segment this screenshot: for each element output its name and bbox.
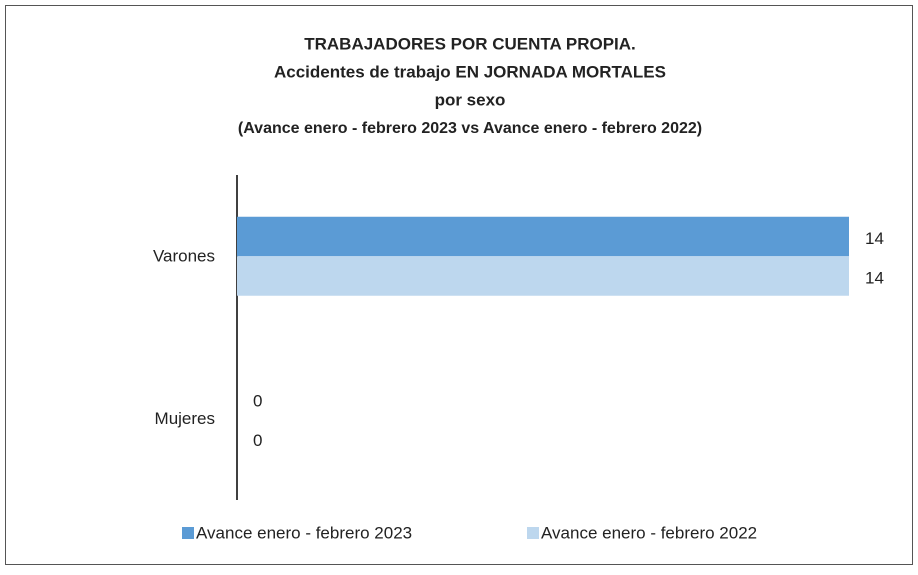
chart-title: por sexo bbox=[435, 90, 506, 109]
legend-swatch bbox=[182, 527, 194, 539]
bar bbox=[237, 256, 849, 296]
chart-title: (Avance enero - febrero 2023 vs Avance e… bbox=[238, 120, 702, 137]
legend-label: Avance enero - febrero 2022 bbox=[541, 523, 757, 542]
data-label: 0 bbox=[253, 391, 262, 410]
legend-swatch bbox=[527, 527, 539, 539]
data-label: 14 bbox=[865, 229, 884, 248]
data-label: 14 bbox=[865, 268, 884, 287]
y-tick-label: Mujeres bbox=[155, 409, 215, 428]
y-tick-label: Varones bbox=[153, 247, 215, 266]
chart-title: TRABAJADORES POR CUENTA PROPIA. bbox=[304, 34, 636, 53]
chart-title: Accidentes de trabajo EN JORNADA MORTALE… bbox=[274, 62, 666, 81]
data-label: 0 bbox=[253, 431, 262, 450]
bar bbox=[237, 216, 849, 257]
legend-label: Avance enero - febrero 2023 bbox=[196, 523, 412, 542]
